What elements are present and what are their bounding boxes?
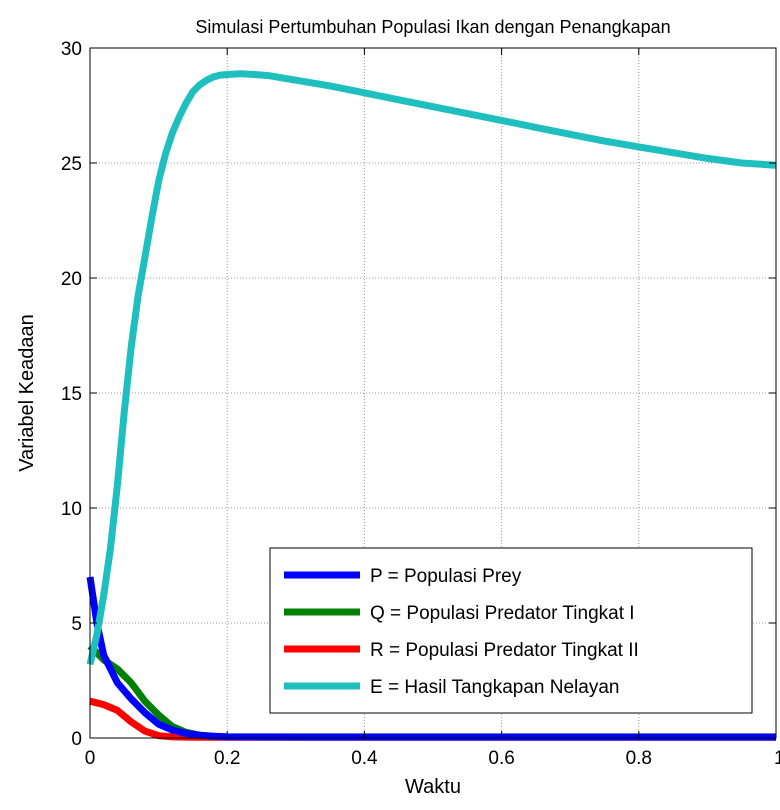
legend-entry-0: P = Populasi Prey [370, 566, 522, 587]
y-tick-label: 30 [61, 39, 82, 60]
y-tick-label: 0 [71, 729, 82, 750]
legend-entry-1: Q = Populasi Predator Tingkat I [370, 603, 635, 624]
x-tick-label: 0.2 [214, 748, 240, 769]
legend: P = Populasi Prey Q = Populasi Predator T… [269, 547, 753, 714]
y-tick-label: 5 [71, 614, 82, 635]
series-line-3 [86, 70, 777, 666]
y-axis-label: Variabel Keadaan [16, 314, 38, 472]
chart-title: Simulasi Pertumbuhan Populasi Ikan denga… [195, 17, 670, 37]
x-tick-label: 0.4 [351, 748, 378, 769]
x-tick-label: 0 [85, 748, 96, 769]
series-line-0 [86, 576, 776, 741]
x-axis-label: Waktu [405, 776, 461, 798]
y-tick-label: 20 [61, 269, 82, 290]
y-tick-label: 25 [61, 154, 82, 175]
legend-entry-3: E = Hasil Tangkapan Nelayan [370, 677, 619, 698]
y-tick-label: 10 [61, 499, 82, 520]
x-tick-label: 0.8 [626, 748, 652, 769]
x-tick-label: 0.6 [488, 748, 514, 769]
series-lines [86, 70, 777, 741]
x-tick-label: 1 [774, 748, 780, 769]
legend-entry-2: R = Populasi Predator Tingkat II [370, 640, 639, 661]
y-tick-label: 15 [61, 384, 82, 405]
